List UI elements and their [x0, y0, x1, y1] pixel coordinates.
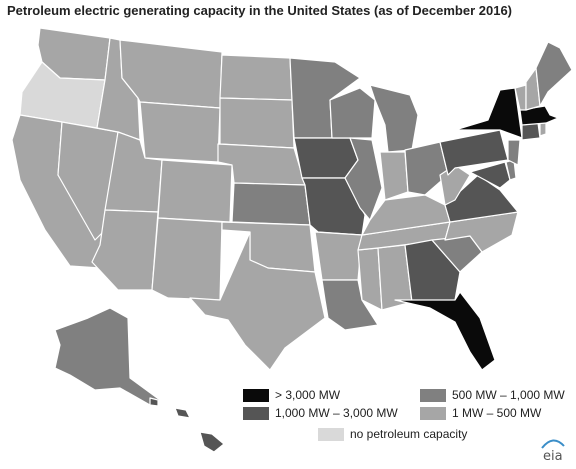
state-NJ [507, 139, 521, 166]
legend-swatch [243, 406, 269, 420]
legend-item-1000-3000: 1,000 MW – 3,000 MW [243, 406, 398, 420]
legend-label: > 3,000 MW [275, 388, 341, 402]
state-LA [321, 279, 379, 331]
state-RI [539, 122, 547, 137]
state-IL [344, 137, 383, 221]
legend-label: 1 MW – 500 MW [452, 406, 542, 420]
legend-item-gt-3000: > 3,000 MW [243, 388, 340, 402]
state-HI-2 [174, 407, 191, 419]
state-IA [293, 137, 359, 179]
state-VA [444, 174, 519, 223]
state-MA [519, 105, 559, 126]
state-GA [404, 239, 461, 303]
map-title: Petroleum electric generating capacity i… [7, 3, 513, 18]
legend-label: 1,000 MW – 3,000 MW [275, 406, 398, 420]
legend-item-500-1000: 500 MW – 1,000 MW [420, 388, 565, 402]
legend-item-1-500: 1 MW – 500 MW [420, 406, 541, 420]
eia-logo: eia [541, 439, 565, 464]
state-HI-3 [149, 397, 159, 407]
state-CO [157, 159, 233, 223]
state-AR [314, 231, 363, 281]
legend-item-none: no petroleum capacity [318, 427, 467, 441]
eia-logo-text: eia [543, 449, 563, 464]
state-KS [231, 182, 311, 226]
state-CT [521, 122, 541, 141]
state-ME [535, 41, 573, 107]
state-PA [439, 129, 509, 176]
legend-swatch [318, 427, 344, 441]
state-OH [404, 141, 449, 196]
legend-swatch [243, 388, 269, 402]
state-HI [199, 431, 225, 453]
state-FL [394, 291, 496, 371]
state-IN [379, 151, 409, 201]
legend-label: no petroleum capacity [350, 427, 468, 441]
state-NY [454, 87, 523, 139]
state-SD [219, 97, 295, 149]
legend-swatch [420, 406, 446, 420]
legend-swatch [420, 388, 446, 402]
state-TX [189, 231, 326, 371]
state-NM [151, 217, 223, 301]
state-MI [369, 84, 419, 153]
state-WY [139, 101, 221, 163]
legend-label: 500 MW – 1,000 MW [452, 388, 565, 402]
state-ND [219, 54, 293, 101]
state-AK [54, 307, 161, 406]
state-WI [329, 87, 376, 139]
